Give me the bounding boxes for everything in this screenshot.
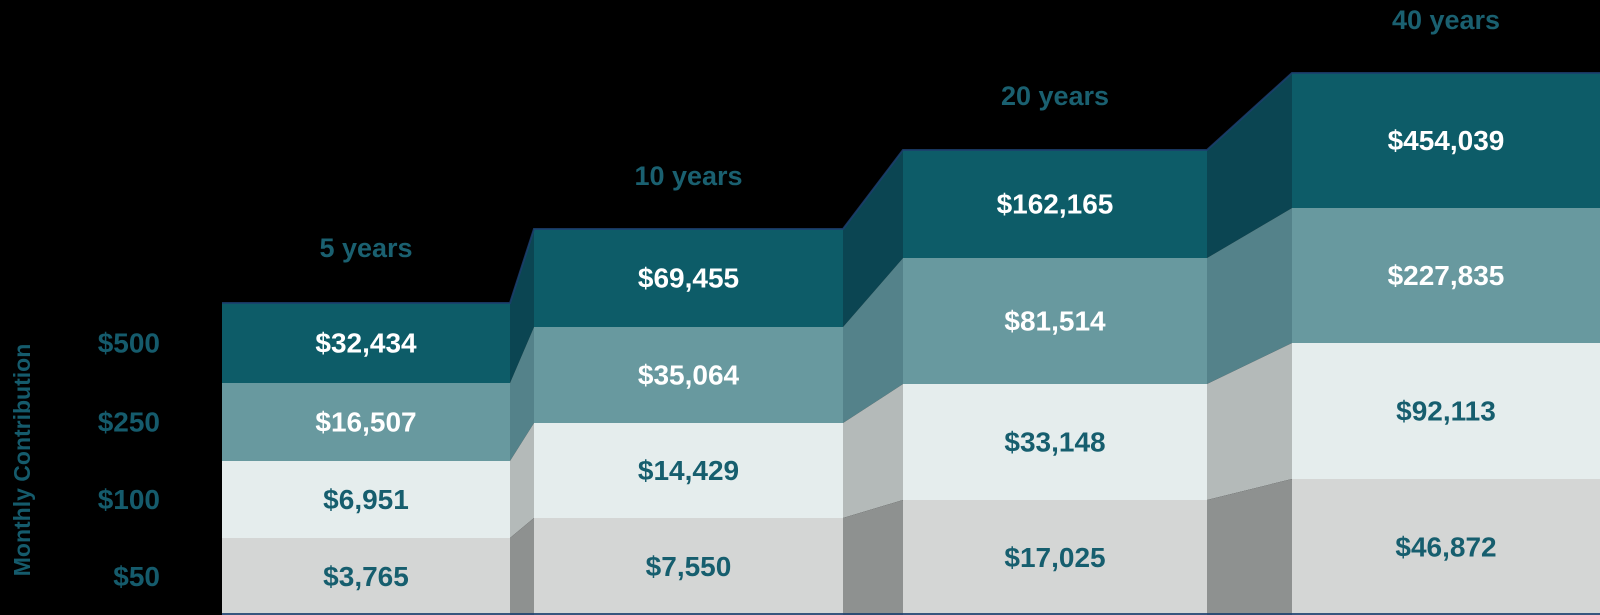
connector-row1-gap1 xyxy=(843,258,903,423)
y-axis-label: Monthly Contribution xyxy=(9,344,35,577)
value-label-row0-col0: $32,434 xyxy=(315,328,417,359)
connector-row3-gap0 xyxy=(510,518,534,615)
value-label-row2-col2: $33,148 xyxy=(1004,427,1105,458)
ribbon-top-edge-line xyxy=(222,72,1600,304)
band-row1-col2 xyxy=(903,258,1207,384)
connector-row3-gap1 xyxy=(843,500,903,615)
value-label-row2-col0: $6,951 xyxy=(323,484,409,515)
band-row0-col2 xyxy=(903,150,1207,258)
category-header-2: 20 years xyxy=(1001,81,1109,111)
value-label-row3-col0: $3,765 xyxy=(323,561,409,592)
value-label-row3-col3: $46,872 xyxy=(1395,532,1496,563)
connector-row1-gap0 xyxy=(510,327,534,461)
band-row3-col0 xyxy=(222,538,510,615)
row-label-2: $100 xyxy=(98,484,160,515)
connector-row2-gap2 xyxy=(1207,343,1292,500)
value-label-row2-col1: $14,429 xyxy=(638,455,739,486)
value-label-row1-col1: $35,064 xyxy=(638,360,740,391)
band-row2-col2 xyxy=(903,384,1207,500)
value-label-row3-col2: $17,025 xyxy=(1004,542,1105,573)
row-label-3: $50 xyxy=(113,561,160,592)
value-label-row1-col2: $81,514 xyxy=(1004,306,1106,337)
value-label-row3-col1: $7,550 xyxy=(646,551,732,582)
category-header-0: 5 years xyxy=(319,233,412,263)
value-label-row0-col2: $162,165 xyxy=(997,189,1114,220)
connector-row0-gap1 xyxy=(843,150,903,327)
value-label-row0-col1: $69,455 xyxy=(638,263,739,294)
category-header-1: 10 years xyxy=(634,161,742,191)
band-row3-col1 xyxy=(534,518,843,615)
connector-row0-gap2 xyxy=(1207,73,1292,258)
band-row3-col3 xyxy=(1292,479,1600,615)
band-row3-col2 xyxy=(903,500,1207,615)
value-label-row0-col3: $454,039 xyxy=(1388,125,1505,156)
connector-row3-gap2 xyxy=(1207,479,1292,615)
band-row0-col0 xyxy=(222,303,510,383)
band-row0-col1 xyxy=(534,229,843,327)
connector-row2-gap1 xyxy=(843,384,903,518)
band-row1-col3 xyxy=(1292,208,1600,343)
value-label-row1-col3: $227,835 xyxy=(1388,260,1505,291)
band-row2-col0 xyxy=(222,461,510,538)
category-header-3: 40 years xyxy=(1392,5,1500,35)
value-label-row2-col3: $92,113 xyxy=(1396,396,1496,427)
band-row1-col1 xyxy=(534,327,843,423)
row-label-1: $250 xyxy=(98,407,160,438)
band-row2-col3 xyxy=(1292,343,1600,479)
band-row2-col1 xyxy=(534,423,843,518)
connector-row2-gap0 xyxy=(510,423,534,538)
band-row0-col3 xyxy=(1292,73,1600,208)
connector-row0-gap0 xyxy=(510,229,534,383)
value-label-row1-col0: $16,507 xyxy=(315,407,416,438)
connector-row1-gap2 xyxy=(1207,208,1292,384)
row-label-0: $500 xyxy=(98,328,160,359)
band-row1-col0 xyxy=(222,383,510,461)
